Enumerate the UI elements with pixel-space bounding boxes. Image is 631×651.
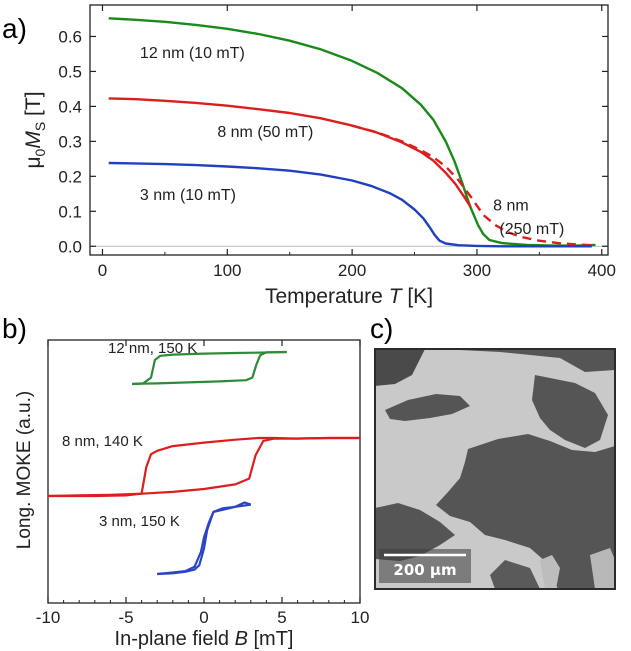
- y-tick-label: 0.6: [58, 27, 82, 46]
- panel-a-plot-frame: [89, 4, 609, 256]
- x-tick-label: -5: [118, 608, 133, 627]
- hysteresis-branch-1-1: [47, 436, 360, 498]
- micrograph-domains: [375, 349, 615, 589]
- micrograph-border: [374, 348, 616, 590]
- x-tick-label: -10: [36, 608, 61, 627]
- panel-a-chart: 0 100 200 300 400 0.0 0.1 0.2 0.3 0.4 0.5 0.6 12 nm…: [22, 4, 616, 308]
- dark-domain: [490, 560, 540, 589]
- light-domain: [590, 548, 615, 589]
- dark-domain: [436, 434, 615, 589]
- series-line-2: [351, 124, 592, 247]
- series-line-3: [108, 161, 592, 248]
- label-3nm-150k: 3 nm, 150 K: [99, 513, 180, 530]
- y-tick-label: 0.5: [58, 62, 82, 81]
- x-tick-label: 0: [98, 261, 107, 280]
- panel-b-plot-frame: [47, 339, 361, 604]
- dark-domain: [385, 394, 470, 421]
- panel-b-ticks: -10 -5 0 5 10: [36, 340, 370, 627]
- hysteresis-branch-2-1: [157, 503, 251, 576]
- dark-domain: [532, 375, 608, 448]
- series-annotation: 8 nm: [493, 197, 529, 214]
- x-tick-label: 5: [277, 608, 286, 627]
- light-domain: [540, 555, 560, 589]
- panel-a-y-axis-label: μ0MS [T]: [22, 91, 48, 168]
- panel-a-series: [108, 17, 596, 248]
- panel-a-annotations: 12 nm (10 mT) 8 nm (50 mT) 3 nm (10 mT) 8 n…: [140, 45, 564, 238]
- label-12nm-150k: 12 nm, 150 K: [108, 340, 197, 357]
- dark-domain: [375, 503, 455, 561]
- panel-b-x-axis-label: In-plane field B [mT]: [115, 628, 294, 650]
- y-tick-label: 0.0: [58, 237, 82, 256]
- series-annotation: 3 nm (10 mT): [140, 187, 236, 204]
- x-tick-label: 10: [351, 608, 370, 627]
- x-tick-label: 200: [338, 261, 366, 280]
- dark-domain: [375, 349, 425, 386]
- panel-letter-c: c): [370, 313, 393, 344]
- panel-b-chart: -10 -5 0 5 10 12 nm, 150 K 8 nm, 140 K 3 nm,…: [14, 339, 370, 650]
- x-tick-label: 400: [588, 261, 616, 280]
- series-annotation: 12 nm (10 mT): [140, 45, 245, 62]
- hysteresis-branch-0-1: [132, 350, 287, 386]
- y-tick-label: 0.3: [58, 132, 82, 151]
- y-tick-label: 0.2: [58, 167, 82, 186]
- panel-b-series: [47, 350, 360, 576]
- series-annotation: 8 nm (50 mT): [217, 124, 313, 141]
- panel-b-annotations: 12 nm, 150 K 8 nm, 140 K 3 nm, 150 K: [62, 340, 197, 530]
- panel-b-y-axis-label: Long. MOKE (a.u.): [14, 391, 35, 549]
- x-tick-label: 0: [199, 608, 208, 627]
- dark-domain: [375, 349, 615, 372]
- label-8nm-140k: 8 nm, 140 K: [62, 433, 143, 450]
- panel-letter-a: a): [2, 13, 27, 44]
- panel-a-x-axis-label: Temperature T [K]: [265, 285, 433, 308]
- series-line-0: [108, 17, 596, 247]
- series-annotation: (250 mT): [499, 221, 564, 238]
- x-tick-label: 300: [463, 261, 491, 280]
- panel-c-micrograph: 200 μm: [374, 348, 616, 590]
- y-tick-label: 0.4: [58, 97, 82, 116]
- y-tick-label: 0.1: [58, 202, 82, 221]
- scale-bar-label: 200 μm: [393, 561, 456, 579]
- panel-a-ticks: 0 100 200 300 400 0.0 0.1 0.2 0.3 0.4 0.5 0.6: [58, 5, 616, 280]
- x-tick-label: 100: [213, 261, 241, 280]
- panel-letter-b: b): [2, 313, 27, 344]
